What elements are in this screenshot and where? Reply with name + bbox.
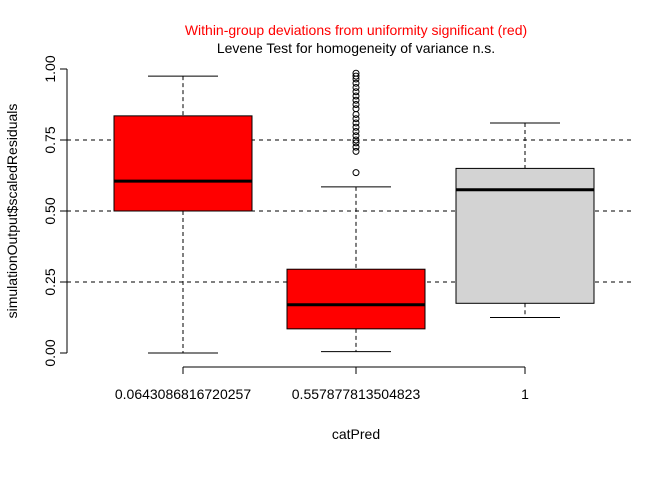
y-tick-label-2: 0.50	[42, 197, 58, 224]
chart-title: Within-group deviations from uniformity …	[185, 22, 527, 38]
x-axis-label: catPred	[332, 426, 380, 442]
outlier-point-1-5	[352, 132, 360, 140]
x-tick-label-1: 0.557877813504823	[292, 386, 421, 402]
outlier-point-1-9	[352, 115, 360, 123]
x-tick-label-2: 1	[521, 386, 529, 402]
y-tick-label-4: 1.00	[42, 55, 58, 82]
chart-subtitle: Levene Test for homogeneity of variance …	[217, 40, 495, 56]
outlier-point-1-16	[352, 83, 360, 91]
outlier-point-1-7	[352, 123, 360, 131]
y-axis-label: simulationOutput$scaledResiduals	[4, 104, 20, 319]
outlier-point-1-19	[352, 72, 360, 80]
outlier-point-1-3	[352, 139, 360, 147]
outlier-point-1-0	[352, 169, 360, 177]
y-tick-label-3: 0.75	[42, 126, 58, 153]
outlier-point-1-2	[352, 143, 360, 151]
outlier-point-1-12	[352, 101, 360, 108]
plot-area: 0.00 0.25 0.50 0.75 1.00 0.0643086816720257 0.…	[42, 55, 635, 402]
box-1	[286, 268, 426, 330]
outlier-point-1-10	[352, 110, 360, 118]
outlier-point-1-13	[352, 96, 360, 104]
x-tick-label-0: 0.0643086816720257	[115, 386, 251, 402]
outlier-point-1-20	[352, 69, 360, 77]
outlier-point-1-4	[352, 136, 360, 144]
outlier-point-1-15	[352, 88, 360, 96]
outlier-point-1-1	[352, 147, 360, 155]
y-tick-label-1: 0.25	[42, 268, 58, 295]
outlier-point-1-6	[352, 127, 360, 135]
box-0	[113, 115, 253, 212]
y-tick-label-0: 0.00	[42, 339, 58, 366]
outlier-point-1-17	[352, 79, 360, 87]
outlier-point-1-8	[352, 119, 360, 127]
outlier-point-1-14	[352, 92, 360, 100]
outlier-point-1-11	[352, 105, 360, 113]
